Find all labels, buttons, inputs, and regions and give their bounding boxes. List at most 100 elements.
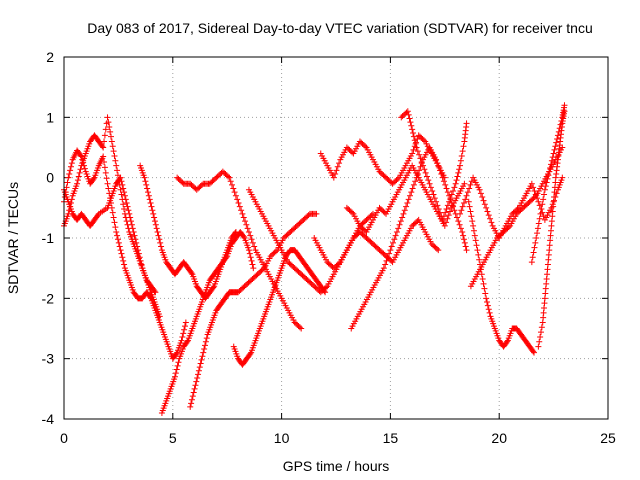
data-point [305, 212, 312, 219]
data-point [514, 206, 521, 213]
data-point [460, 200, 467, 207]
data-point [394, 175, 401, 182]
data-point [131, 232, 138, 239]
data-point [179, 179, 186, 186]
data-point [125, 207, 132, 214]
data-point [296, 324, 303, 331]
data-point [384, 254, 391, 261]
data-point [552, 143, 559, 150]
data-point [433, 198, 440, 205]
data-point [544, 175, 551, 182]
data-point [128, 218, 135, 225]
data-point [541, 186, 548, 193]
data-point [551, 146, 558, 153]
data-point [66, 171, 73, 178]
data-point [240, 214, 247, 221]
data-point [534, 230, 541, 237]
data-point [531, 349, 538, 356]
data-point [124, 203, 131, 210]
data-point [121, 192, 128, 199]
data-point [536, 338, 543, 345]
data-point [126, 210, 133, 217]
data-point [403, 203, 410, 210]
data-point [410, 181, 417, 188]
data-point [106, 123, 113, 130]
data-point [395, 225, 402, 232]
x-tick-label: 10 [274, 430, 290, 446]
data-point [471, 232, 478, 239]
y-tick-label: -1 [42, 230, 55, 246]
data-point [468, 178, 475, 185]
data-point [453, 214, 460, 221]
data-point [420, 162, 427, 169]
data-point [247, 254, 254, 261]
data-point [180, 330, 187, 337]
data-point [480, 197, 487, 204]
data-point [108, 138, 115, 145]
data-point [487, 215, 494, 222]
data-point [362, 227, 369, 234]
data-point [557, 121, 564, 128]
data-point [441, 222, 448, 229]
data-point [383, 257, 390, 264]
data-point [380, 265, 387, 272]
data-point [464, 189, 471, 196]
data-point [113, 228, 120, 235]
data-point [476, 186, 483, 193]
data-point [109, 143, 116, 150]
data-point [130, 228, 137, 235]
data-point [439, 216, 446, 223]
data-point [470, 227, 477, 234]
data-point [407, 119, 414, 126]
data-point [172, 370, 179, 377]
data-point [408, 189, 415, 196]
data-point [477, 190, 484, 197]
data-point [272, 248, 279, 255]
data-point [144, 185, 151, 192]
data-point [100, 153, 107, 160]
data-point [400, 210, 407, 217]
data-point [470, 222, 477, 229]
data-point [68, 160, 75, 167]
data-point [453, 177, 460, 184]
data-point [546, 168, 553, 175]
data-point [536, 215, 543, 222]
data-point [455, 169, 462, 176]
data-point [554, 136, 561, 143]
data-point [76, 169, 83, 176]
data-point [412, 178, 419, 185]
data-point [537, 333, 544, 340]
data-point [450, 187, 457, 194]
data-point [382, 261, 389, 268]
data-point [243, 221, 250, 228]
data-point [121, 189, 128, 196]
data-point [543, 179, 550, 186]
data-point [392, 232, 399, 239]
data-point [393, 228, 400, 235]
data-point [65, 174, 72, 181]
data-point [399, 214, 406, 221]
data-point [409, 185, 416, 192]
data-point [469, 218, 476, 225]
data-point [187, 403, 194, 410]
data-point [438, 171, 445, 178]
data-point [101, 132, 108, 139]
data-point [435, 247, 442, 254]
data-point [119, 254, 126, 261]
data-point [110, 214, 117, 221]
data-point [114, 236, 121, 243]
data-point [444, 215, 451, 222]
data-point [463, 192, 470, 199]
data-point [538, 206, 545, 213]
data-point [485, 306, 492, 313]
data-point [175, 359, 182, 366]
data-point [391, 236, 398, 243]
data-point [249, 261, 256, 268]
data-point [248, 257, 255, 264]
data-point [404, 200, 411, 207]
data-point [336, 160, 343, 167]
data-point [555, 128, 562, 135]
data-point [484, 302, 491, 309]
data-point [545, 172, 552, 179]
data-point [440, 178, 447, 185]
